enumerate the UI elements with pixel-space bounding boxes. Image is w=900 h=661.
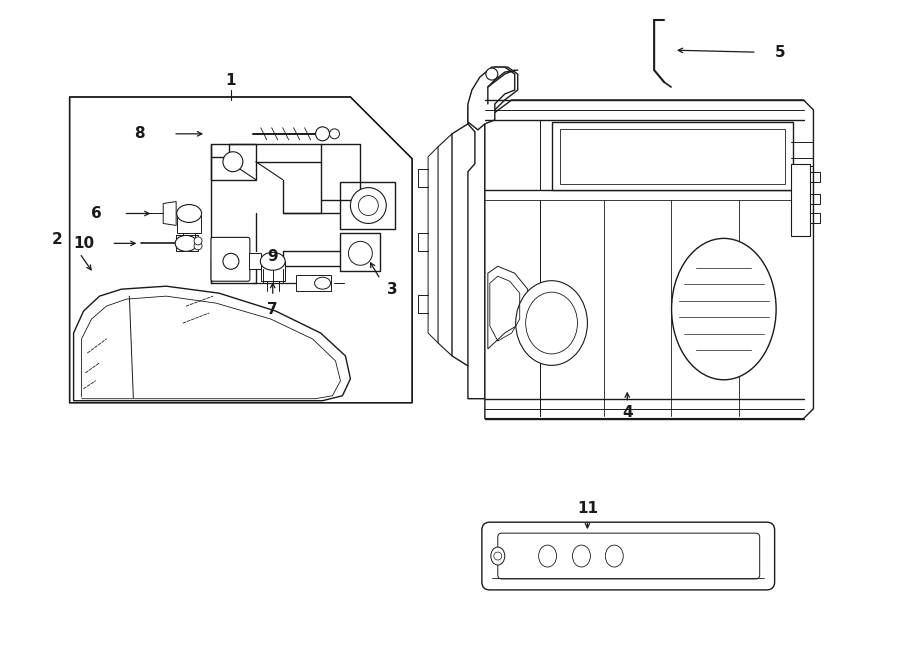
Ellipse shape [526,292,578,354]
Text: 5: 5 [775,45,786,59]
Circle shape [223,253,238,269]
Text: 4: 4 [622,405,633,420]
Ellipse shape [315,277,330,289]
Polygon shape [176,235,198,251]
Ellipse shape [260,253,285,270]
Polygon shape [261,261,284,281]
Polygon shape [790,164,811,237]
Text: 11: 11 [577,501,598,516]
Bar [552,122,793,190]
Ellipse shape [176,204,202,223]
Circle shape [329,129,339,139]
Text: 8: 8 [134,126,145,141]
Polygon shape [163,202,176,225]
Polygon shape [69,97,412,403]
Polygon shape [468,67,518,399]
Circle shape [194,242,202,250]
Ellipse shape [606,545,624,567]
Ellipse shape [538,545,556,567]
Text: 6: 6 [91,206,102,221]
Ellipse shape [671,239,776,380]
Ellipse shape [516,281,588,366]
Circle shape [316,127,329,141]
Text: 1: 1 [226,73,236,87]
Polygon shape [488,266,527,349]
Circle shape [358,196,378,215]
Text: 7: 7 [267,301,278,317]
Bar [560,129,785,184]
Text: 2: 2 [51,232,62,247]
Polygon shape [74,286,350,401]
Text: 3: 3 [387,282,398,297]
FancyBboxPatch shape [482,522,775,590]
Circle shape [194,237,202,245]
Ellipse shape [572,545,590,567]
Ellipse shape [491,547,505,565]
Polygon shape [340,182,395,229]
Polygon shape [296,275,330,291]
Polygon shape [177,214,201,233]
Circle shape [350,188,386,223]
Circle shape [223,152,243,172]
Ellipse shape [176,235,197,251]
FancyBboxPatch shape [498,533,760,579]
Text: 10: 10 [73,236,94,251]
Circle shape [494,552,502,560]
Polygon shape [468,67,515,130]
Polygon shape [248,253,261,269]
Circle shape [348,241,373,265]
Circle shape [486,68,498,80]
Polygon shape [485,100,814,418]
FancyBboxPatch shape [211,237,250,281]
Text: 9: 9 [267,249,278,264]
Polygon shape [211,144,256,180]
Polygon shape [340,233,381,271]
